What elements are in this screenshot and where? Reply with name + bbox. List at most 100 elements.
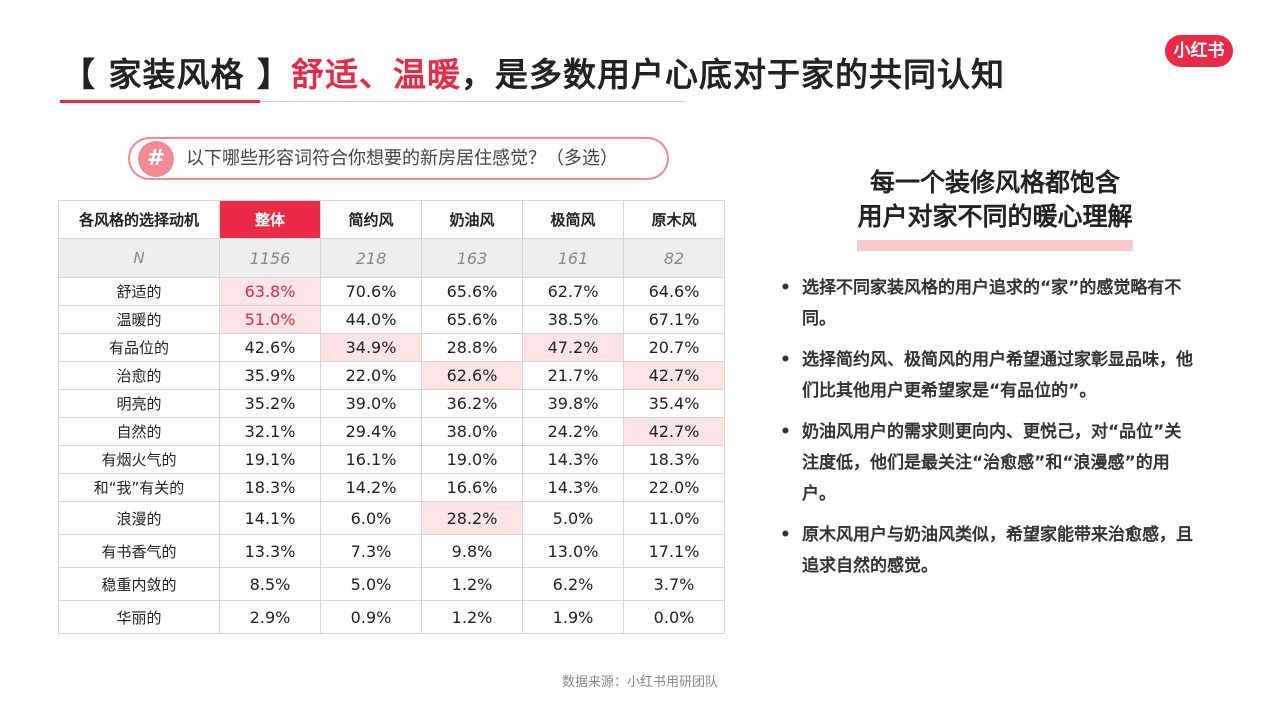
cell: 19.1% (219, 445, 321, 474)
row-label: 和“我”有关的 (58, 473, 220, 502)
cell: 64.6% (623, 277, 725, 306)
cell: 0.9% (320, 600, 422, 634)
table-row: 明亮的 35.2% 39.0% 36.2% 39.8% 35.4% (58, 389, 725, 418)
cell: 17.1% (623, 534, 725, 568)
heading-underline (857, 240, 1133, 251)
table-row: 有品位的 42.6% 34.9% 28.8% 47.2% 20.7% (58, 333, 725, 362)
cell: 9.8% (421, 534, 523, 568)
cell: 63.8% (219, 277, 321, 306)
cell: 62.7% (522, 277, 624, 306)
cell: 13.0% (522, 534, 624, 568)
divider (60, 101, 685, 102)
n-row: N 1156 218 163 161 82 (58, 238, 725, 278)
cell: 42.7% (623, 361, 725, 390)
column-header: 极简风 (522, 200, 624, 239)
cell: 14.3% (522, 445, 624, 474)
cell: 67.1% (623, 305, 725, 334)
cell: 39.0% (320, 389, 422, 418)
cell: 1.9% (522, 600, 624, 634)
cell: 1.2% (421, 600, 523, 634)
cell: 29.4% (320, 417, 422, 446)
table-row: 和“我”有关的 18.3% 14.2% 16.6% 14.3% 22.0% (58, 473, 725, 502)
row-label: 自然的 (58, 417, 220, 446)
row-label: 温暖的 (58, 305, 220, 334)
row-label: 有品位的 (58, 333, 220, 362)
column-header: 原木风 (623, 200, 725, 239)
n-cell: N (58, 238, 220, 278)
question: 以下哪些形容词符合你想要的新房居住感觉？（多选） (128, 137, 669, 180)
cell: 39.8% (522, 389, 624, 418)
bullet: • 原木风用户与奶油风类似，希望家能带来治愈感，且追求自然的感觉。 (778, 520, 1198, 582)
cell: 36.2% (421, 389, 523, 418)
cell: 14.2% (320, 473, 422, 502)
header-row: 各风格的选择动机 整体 简约风 奶油风 极简风 原木风 (58, 200, 725, 239)
table-row: 温暖的 51.0% 44.0% 65.6% 38.5% 67.1% (58, 305, 725, 334)
bullet-text: 选择简约风、极简风的用户希望通过家彰显品味，他们比其他用户更希望家是“有品位的”… (802, 350, 1193, 401)
row-label: 舒适的 (58, 277, 220, 306)
cell: 8.5% (219, 567, 321, 601)
cell: 6.0% (320, 501, 422, 535)
cell: 20.7% (623, 333, 725, 362)
cell: 2.9% (219, 600, 321, 634)
bullet-dot: • (780, 422, 791, 442)
bullet: • 奶油风用户的需求则更向内、更悦己，对“品位”关注度低，他们是最关注“治愈感”和… (778, 417, 1198, 510)
cell: 32.1% (219, 417, 321, 446)
heading-line: 每一个装修风格都饱含 (869, 168, 1120, 197)
cell: 65.6% (421, 277, 523, 306)
cell: 18.3% (219, 473, 321, 502)
cell: 38.0% (421, 417, 523, 446)
bullet-text: 选择不同家装风格的用户追求的“家”的感觉略有不同。 (802, 278, 1182, 329)
table-row: 华丽的 2.9% 0.9% 1.2% 1.9% 0.0% (58, 600, 725, 634)
table-row: 自然的 32.1% 29.4% 38.0% 24.2% 42.7% (58, 417, 725, 446)
cell: 11.0% (623, 501, 725, 535)
n-cell: 1156 (219, 238, 321, 278)
cell: 24.2% (522, 417, 624, 446)
cell: 21.7% (522, 361, 624, 390)
cell: 47.2% (522, 333, 624, 362)
title: 【 家装风格 】舒适、温暖，是多数用户心底对于家的共同认知 (62, 48, 1005, 96)
cell: 65.6% (421, 305, 523, 334)
title-prefix: 【 家装风格 】 (62, 55, 291, 94)
cell: 6.2% (522, 567, 624, 601)
bullet-list: • 选择不同家装风格的用户追求的“家”的感觉略有不同。 • 选择简约风、极简风的用户希… (778, 273, 1208, 592)
cell: 16.6% (421, 473, 523, 502)
bullet-dot: • (780, 278, 791, 298)
cell: 70.6% (320, 277, 422, 306)
logo: 小红书 (1165, 35, 1233, 67)
summary-heading: 每一个装修风格都饱含 用户对家不同的暖心理解 (800, 166, 1190, 234)
heading-line: 用户对家不同的暖心理解 (857, 202, 1133, 231)
row-label: 稳重内敛的 (58, 567, 220, 601)
cell: 35.9% (219, 361, 321, 390)
cell: 16.1% (320, 445, 422, 474)
cell: 35.4% (623, 389, 725, 418)
cell: 42.7% (623, 417, 725, 446)
cell: 18.3% (623, 445, 725, 474)
column-header: 奶油风 (421, 200, 523, 239)
n-cell: 218 (320, 238, 422, 278)
cell: 22.0% (623, 473, 725, 502)
column-header: 简约风 (320, 200, 422, 239)
cell: 19.0% (421, 445, 523, 474)
cell: 14.1% (219, 501, 321, 535)
table-row: 有书香气的 13.3% 7.3% 9.8% 13.0% 17.1% (58, 534, 725, 568)
divider-accent (60, 100, 260, 103)
cell: 7.3% (320, 534, 422, 568)
cell: 28.2% (421, 501, 523, 535)
row-label: 有烟火气的 (58, 445, 220, 474)
n-cell: 161 (522, 238, 624, 278)
n-cell: 82 (623, 238, 725, 278)
row-label: 治愈的 (58, 361, 220, 390)
n-cell: 163 (421, 238, 523, 278)
cell: 34.9% (320, 333, 422, 362)
cell: 13.3% (219, 534, 321, 568)
cell: 0.0% (623, 600, 725, 634)
column-header: 各风格的选择动机 (58, 200, 220, 239)
column-header: 整体 (219, 200, 321, 239)
cell: 1.2% (421, 567, 523, 601)
table-row: 治愈的 35.9% 22.0% 62.6% 21.7% 42.7% (58, 361, 725, 390)
cell: 28.8% (421, 333, 523, 362)
title-rest: ，是多数用户心底对于家的共同认知 (460, 55, 1005, 94)
row-label: 明亮的 (58, 389, 220, 418)
data-table: 各风格的选择动机 整体 简约风 奶油风 极简风 原木风 N 1156 218 163 161 82 舒适… (58, 200, 725, 634)
